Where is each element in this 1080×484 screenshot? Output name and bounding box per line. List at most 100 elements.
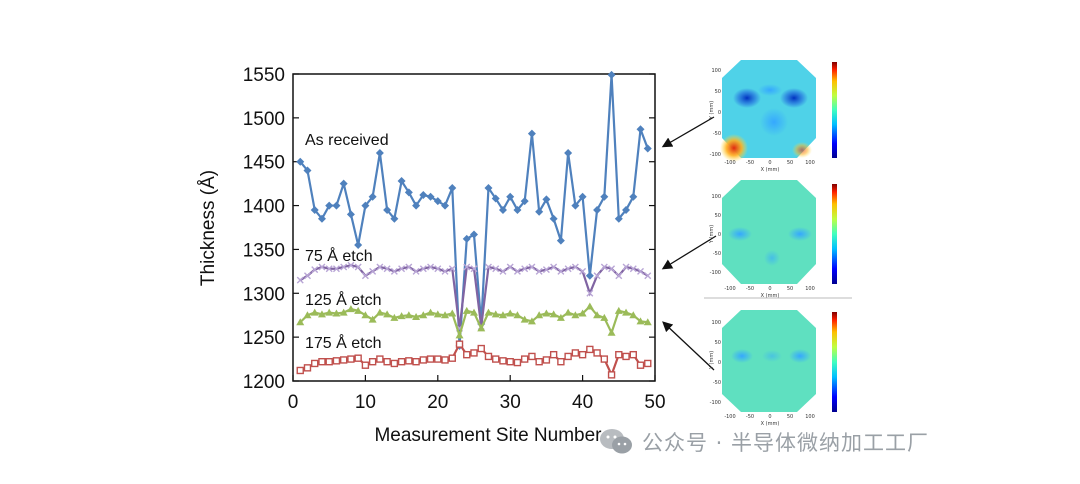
x-tick-label: 50 — [644, 392, 665, 413]
x-tick: 50 — [787, 414, 793, 420]
data-point — [578, 192, 587, 201]
data-point — [383, 205, 392, 214]
data-point — [629, 311, 638, 319]
data-point — [556, 313, 565, 321]
data-point — [325, 265, 333, 273]
data-point — [463, 263, 471, 271]
data-point — [325, 201, 334, 210]
y-tick: 0 — [718, 110, 721, 116]
data-point — [441, 311, 450, 319]
data-point — [477, 344, 485, 353]
data-point — [397, 358, 406, 366]
data-point — [542, 356, 551, 364]
x-axis-label: X (mm) — [761, 167, 780, 173]
data-point — [455, 331, 464, 339]
data-point — [557, 267, 565, 275]
data-point — [535, 207, 544, 216]
data-point — [622, 205, 631, 214]
data-point — [528, 352, 536, 361]
data-point — [607, 371, 616, 379]
data-point — [398, 265, 406, 273]
series-2 — [296, 302, 652, 340]
data-point — [586, 345, 594, 354]
data-point — [470, 265, 478, 273]
data-point — [585, 271, 594, 280]
data-point — [296, 157, 305, 166]
data-point — [556, 236, 565, 245]
data-point — [607, 70, 616, 79]
wafer-map-as-received: Y (mm) 100 50 0 -50 -100 -100 -50 0 50 1… — [709, 60, 837, 173]
data-point — [636, 361, 645, 369]
data-point — [448, 354, 456, 362]
data-point — [296, 318, 305, 326]
series-3 — [296, 340, 652, 379]
data-point — [549, 350, 558, 359]
x-tick-label: 40 — [572, 392, 593, 413]
data-point — [535, 267, 543, 275]
data-point — [498, 205, 507, 214]
data-point — [564, 352, 572, 361]
data-point — [361, 311, 370, 319]
x-tick: 100 — [805, 414, 815, 420]
data-point — [346, 210, 355, 219]
x-tick: -100 — [724, 160, 735, 166]
x-tick: 0 — [768, 414, 771, 420]
data-point — [506, 358, 514, 366]
y-tick-label: 1300 — [243, 284, 285, 305]
series-layer — [296, 70, 652, 379]
data-point — [571, 311, 580, 319]
data-point — [593, 311, 602, 319]
x-tick: 100 — [805, 286, 815, 292]
y-axis-title: Thickness (Å) — [198, 170, 219, 286]
data-point — [521, 265, 529, 273]
data-point — [441, 267, 449, 275]
data-point — [644, 359, 652, 368]
data-point — [325, 308, 334, 316]
data-point — [427, 263, 435, 271]
data-point — [361, 201, 370, 210]
x-tick: -50 — [746, 414, 754, 420]
data-point — [629, 265, 637, 273]
data-point — [564, 265, 572, 273]
series-label-as-received: As received — [305, 132, 389, 149]
data-point — [361, 272, 369, 280]
data-point — [636, 317, 645, 325]
x-tick-label: 0 — [288, 392, 299, 413]
data-point — [434, 355, 442, 363]
x-axis-label: X (mm) — [761, 293, 780, 299]
data-point — [520, 355, 529, 363]
data-point — [622, 352, 630, 361]
y-tick: -50 — [713, 131, 721, 137]
data-point — [484, 308, 493, 316]
data-point — [303, 311, 312, 319]
data-point — [412, 201, 421, 210]
data-point — [368, 358, 377, 366]
data-point — [332, 201, 341, 210]
data-point — [593, 205, 602, 214]
data-point — [492, 265, 500, 273]
data-point — [346, 305, 355, 313]
data-point — [549, 214, 558, 223]
data-point — [412, 312, 421, 320]
data-point — [615, 272, 623, 280]
data-point — [383, 265, 391, 273]
data-point — [542, 266, 550, 274]
data-point — [419, 356, 428, 364]
data-point — [390, 359, 399, 368]
y-axis-label: Y (mm) — [709, 225, 715, 244]
data-point — [397, 312, 406, 320]
data-point — [419, 265, 427, 273]
data-point — [578, 350, 587, 359]
data-point — [607, 328, 616, 336]
data-point — [636, 125, 645, 134]
data-point — [325, 358, 333, 366]
data-point — [578, 309, 587, 317]
data-point — [557, 358, 565, 366]
data-point — [506, 309, 515, 317]
data-point — [340, 263, 348, 271]
data-point — [463, 350, 471, 359]
data-point — [455, 340, 464, 348]
data-point — [361, 361, 370, 369]
data-point — [311, 359, 319, 368]
data-point — [586, 289, 594, 297]
